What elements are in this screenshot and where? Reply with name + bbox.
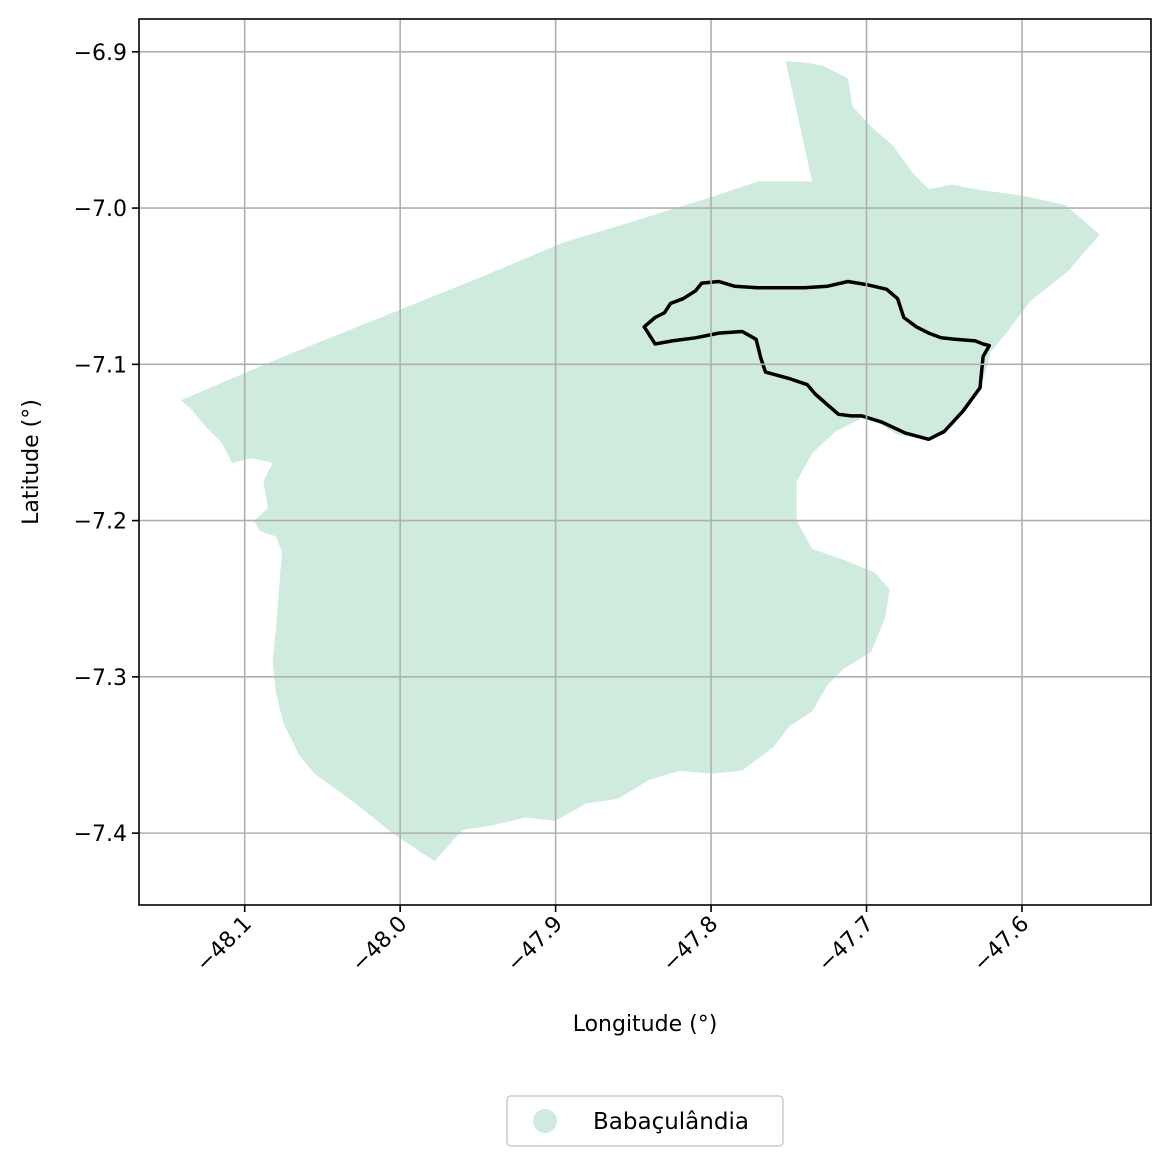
plot-frame (138, 18, 1152, 906)
x-tick-label: −47.8 (658, 912, 723, 977)
legend-marker (533, 1109, 557, 1133)
x-tick-label: −47.9 (503, 912, 568, 977)
subregion-outline (642, 279, 992, 442)
y-tick-label: −6.9 (74, 41, 127, 66)
x-tick-label: −48.0 (347, 912, 412, 977)
y-axis-label: Latitude (°) (19, 399, 44, 525)
municipality-region (181, 61, 1100, 862)
x-tick-label: −48.1 (192, 912, 257, 977)
x-axis-label: Longitude (°) (573, 1012, 718, 1037)
x-tick-label: −47.6 (969, 912, 1034, 977)
legend-label: Babaçulândia (593, 1109, 749, 1135)
x-tick-label: −47.7 (813, 912, 878, 977)
y-tick-label: −7.0 (74, 197, 127, 222)
y-tick-label: −7.2 (74, 510, 127, 535)
y-tick-label: −7.3 (74, 666, 127, 691)
y-tick-label: −7.4 (74, 822, 127, 847)
gridlines (139, 19, 1151, 905)
legend-frame (506, 1095, 784, 1147)
plot-area (181, 61, 1100, 862)
y-tick-label: −7.1 (74, 353, 127, 378)
legend: Babaçulândia (506, 1095, 784, 1147)
